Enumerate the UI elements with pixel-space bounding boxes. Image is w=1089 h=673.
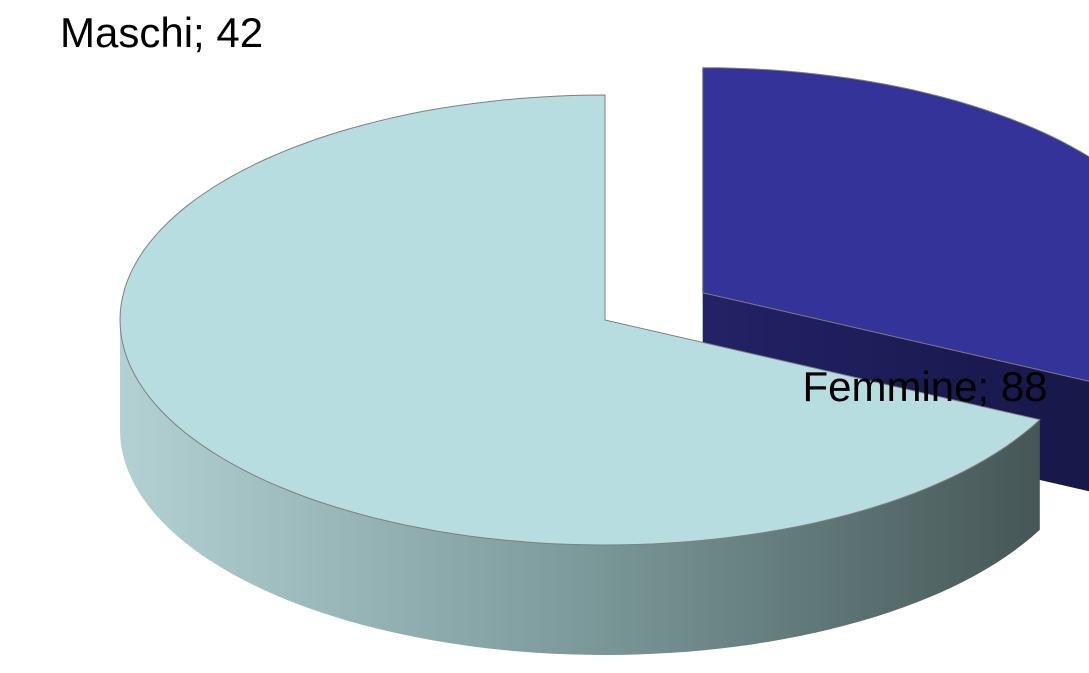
pie-slice <box>702 67 1089 382</box>
pie-slice <box>119 94 1041 546</box>
data-label: Femmine; 88 <box>802 363 1048 410</box>
data-label: Maschi; 42 <box>60 9 264 56</box>
slice-wall <box>120 320 1040 655</box>
